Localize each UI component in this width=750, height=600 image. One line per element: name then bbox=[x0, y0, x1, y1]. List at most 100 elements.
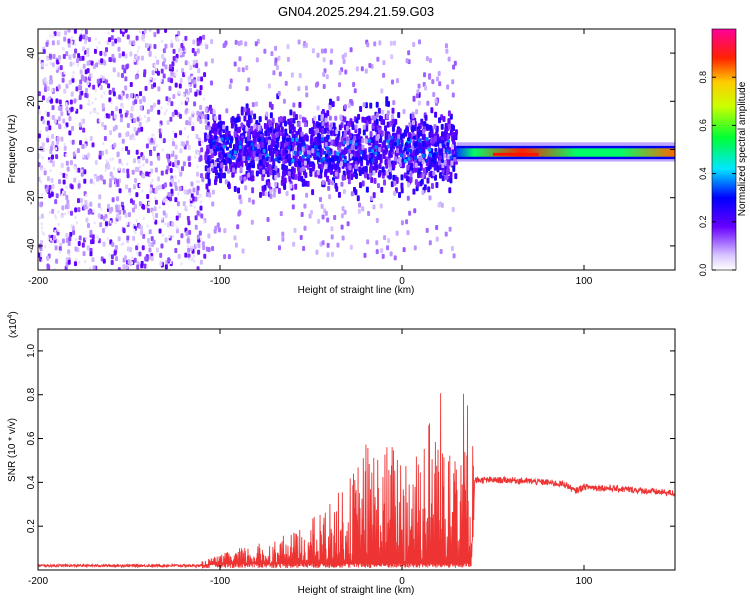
spectrum-cell bbox=[176, 210, 179, 214]
spectrum-cell bbox=[311, 189, 315, 196]
spectrum-cell bbox=[306, 180, 310, 187]
spectrum-cell bbox=[156, 70, 160, 76]
spectrum-cell bbox=[326, 146, 330, 151]
spectrum-cell bbox=[431, 153, 435, 158]
spectrum-cell bbox=[390, 135, 394, 140]
spectrum-cell bbox=[345, 125, 349, 131]
spectrum-cell bbox=[367, 211, 371, 217]
spectrum-cell bbox=[91, 142, 95, 148]
spectrum-cell bbox=[368, 148, 372, 153]
spectrum-cell bbox=[443, 130, 447, 137]
spectrum-cell bbox=[196, 41, 200, 47]
spectrum-cell bbox=[164, 222, 167, 226]
spectrum-cell bbox=[234, 123, 238, 130]
spectrum-cell bbox=[121, 51, 125, 57]
y-tick-label: 0.4 bbox=[26, 475, 37, 489]
spectrum-cell bbox=[214, 169, 218, 176]
spectrum-cell bbox=[65, 103, 68, 107]
spectrum-cell bbox=[265, 111, 269, 117]
spectrum-cell bbox=[199, 118, 203, 124]
spectrum-cell bbox=[425, 56, 429, 62]
spectrum-cell bbox=[153, 218, 156, 222]
spectrum-cell bbox=[82, 127, 86, 133]
spectrum-cell bbox=[305, 192, 309, 198]
spectrum-cell bbox=[321, 128, 325, 135]
spectrum-cell bbox=[166, 120, 170, 126]
spectrum-cell bbox=[165, 109, 168, 113]
spectrum-cell bbox=[89, 178, 93, 184]
spectrum-cell bbox=[318, 196, 322, 202]
spectrum-cell bbox=[61, 215, 64, 219]
spectrum-cell bbox=[158, 133, 162, 139]
spectrum-cell bbox=[138, 114, 141, 118]
spectrum-cell bbox=[87, 99, 90, 103]
spectrum-cell bbox=[139, 91, 143, 97]
spectrum-cell bbox=[122, 228, 126, 234]
spectrum-cell bbox=[98, 194, 102, 200]
spectrum-cell bbox=[157, 109, 161, 115]
colorbar-tick-label: 0.6 bbox=[698, 119, 708, 132]
spectrum-cell bbox=[220, 162, 224, 168]
spectrum-cell bbox=[175, 226, 178, 230]
spectrum-cell bbox=[103, 60, 107, 66]
spectrum-cell bbox=[84, 138, 87, 142]
spectrum-cell bbox=[117, 236, 121, 242]
x-tick-label: -200 bbox=[28, 576, 48, 587]
spectrum-cell bbox=[195, 63, 199, 69]
spectrum-cell bbox=[105, 113, 109, 119]
spectrum-cell bbox=[214, 135, 218, 140]
spectrum-cell bbox=[40, 222, 43, 226]
spectrum-cell bbox=[111, 197, 115, 203]
spectrum-cell bbox=[446, 163, 450, 170]
spectrum-cell bbox=[184, 71, 187, 75]
spectrum-cell bbox=[79, 34, 83, 40]
spectrum-cell bbox=[196, 48, 200, 54]
spectrum-cell bbox=[281, 236, 285, 242]
spectrum-cell bbox=[358, 202, 362, 208]
spectrum-cell bbox=[209, 148, 213, 154]
spectrum-cell bbox=[411, 125, 415, 132]
spectrum-cell bbox=[277, 90, 281, 96]
spectrum-cell bbox=[209, 107, 213, 114]
spectrum-cell bbox=[234, 143, 238, 150]
spectrum-cell bbox=[153, 43, 157, 49]
spectrum-cell bbox=[146, 194, 150, 200]
spectrum-cell bbox=[375, 112, 379, 118]
spectrum-cell bbox=[87, 222, 91, 228]
spectrum-cell bbox=[57, 239, 60, 243]
spectrum-cell bbox=[200, 237, 203, 241]
spectrum-cell bbox=[205, 192, 209, 198]
spectrum-cell bbox=[360, 160, 364, 167]
spectrum-cell bbox=[334, 115, 338, 121]
spectrum-cell bbox=[140, 230, 144, 236]
spectrum-cell bbox=[161, 148, 164, 152]
spectrum-cell bbox=[441, 163, 445, 169]
spectrum-cell bbox=[43, 232, 46, 236]
spectrum-cell bbox=[448, 226, 452, 232]
spectrum-cell bbox=[386, 245, 390, 251]
spectrum-cell bbox=[153, 82, 157, 88]
spectrum-cell bbox=[125, 146, 129, 152]
spectrum-cell bbox=[50, 191, 54, 197]
spectrum-cell bbox=[139, 30, 142, 34]
spectrum-cell bbox=[405, 127, 409, 134]
spectrum-cell bbox=[409, 148, 413, 153]
spectrum-cell bbox=[452, 137, 456, 144]
spectrum-cell bbox=[427, 147, 431, 152]
spectrum-cell bbox=[267, 83, 271, 89]
spectrum-cell bbox=[371, 158, 375, 163]
spectrum-cell bbox=[115, 96, 118, 100]
spectrum-cell bbox=[46, 137, 50, 143]
spectrum-cell bbox=[75, 221, 78, 225]
spectrum-cell bbox=[261, 185, 265, 192]
spectrum-cell bbox=[177, 166, 180, 170]
spectrum-cell bbox=[89, 251, 93, 257]
spectrum-cell bbox=[448, 187, 452, 194]
spectrum-cell bbox=[206, 148, 210, 155]
spectrum-cell bbox=[417, 138, 421, 143]
chart-title: GN04.2025.294.21.59.G03 bbox=[278, 4, 434, 19]
spectrum-cell bbox=[303, 225, 307, 231]
spectrum-cell bbox=[78, 260, 81, 264]
spectrum-cell bbox=[118, 108, 122, 114]
spectrum-cell bbox=[309, 167, 313, 174]
